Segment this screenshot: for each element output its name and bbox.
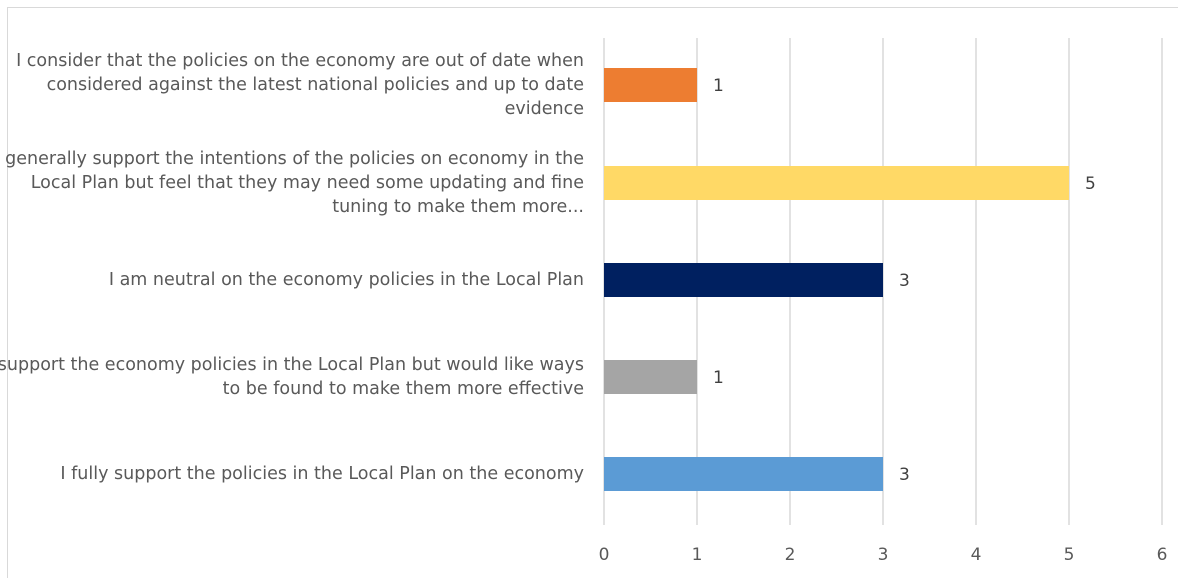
data-label: 3 (899, 465, 910, 485)
bar-1 (604, 166, 1069, 200)
bar-0 (604, 68, 697, 102)
chart-frame (7, 7, 1178, 578)
data-label: 1 (713, 76, 724, 96)
x-tick-label: 0 (599, 545, 610, 565)
category-label: I am neutral on the economy policies in … (108, 270, 584, 290)
category-label: I consider that the policies on the econ… (16, 51, 584, 119)
x-tick-label: 5 (1064, 545, 1075, 565)
bar-3 (604, 360, 697, 394)
x-tick-label: 2 (785, 545, 796, 565)
category-label: I fully support the policies in the Loca… (60, 464, 584, 484)
x-tick-label: 6 (1157, 545, 1168, 565)
data-label: 1 (713, 368, 724, 388)
x-tick-label: 1 (692, 545, 703, 565)
bar-2 (604, 263, 883, 297)
category-label: I generally support the intentions of th… (0, 149, 584, 217)
data-label: 5 (1085, 174, 1096, 194)
x-tick-label: 3 (878, 545, 889, 565)
x-tick-label: 4 (971, 545, 982, 565)
data-label: 3 (899, 271, 910, 291)
category-label: I support the economy policies in the Lo… (0, 355, 584, 399)
bar-4 (604, 457, 883, 491)
